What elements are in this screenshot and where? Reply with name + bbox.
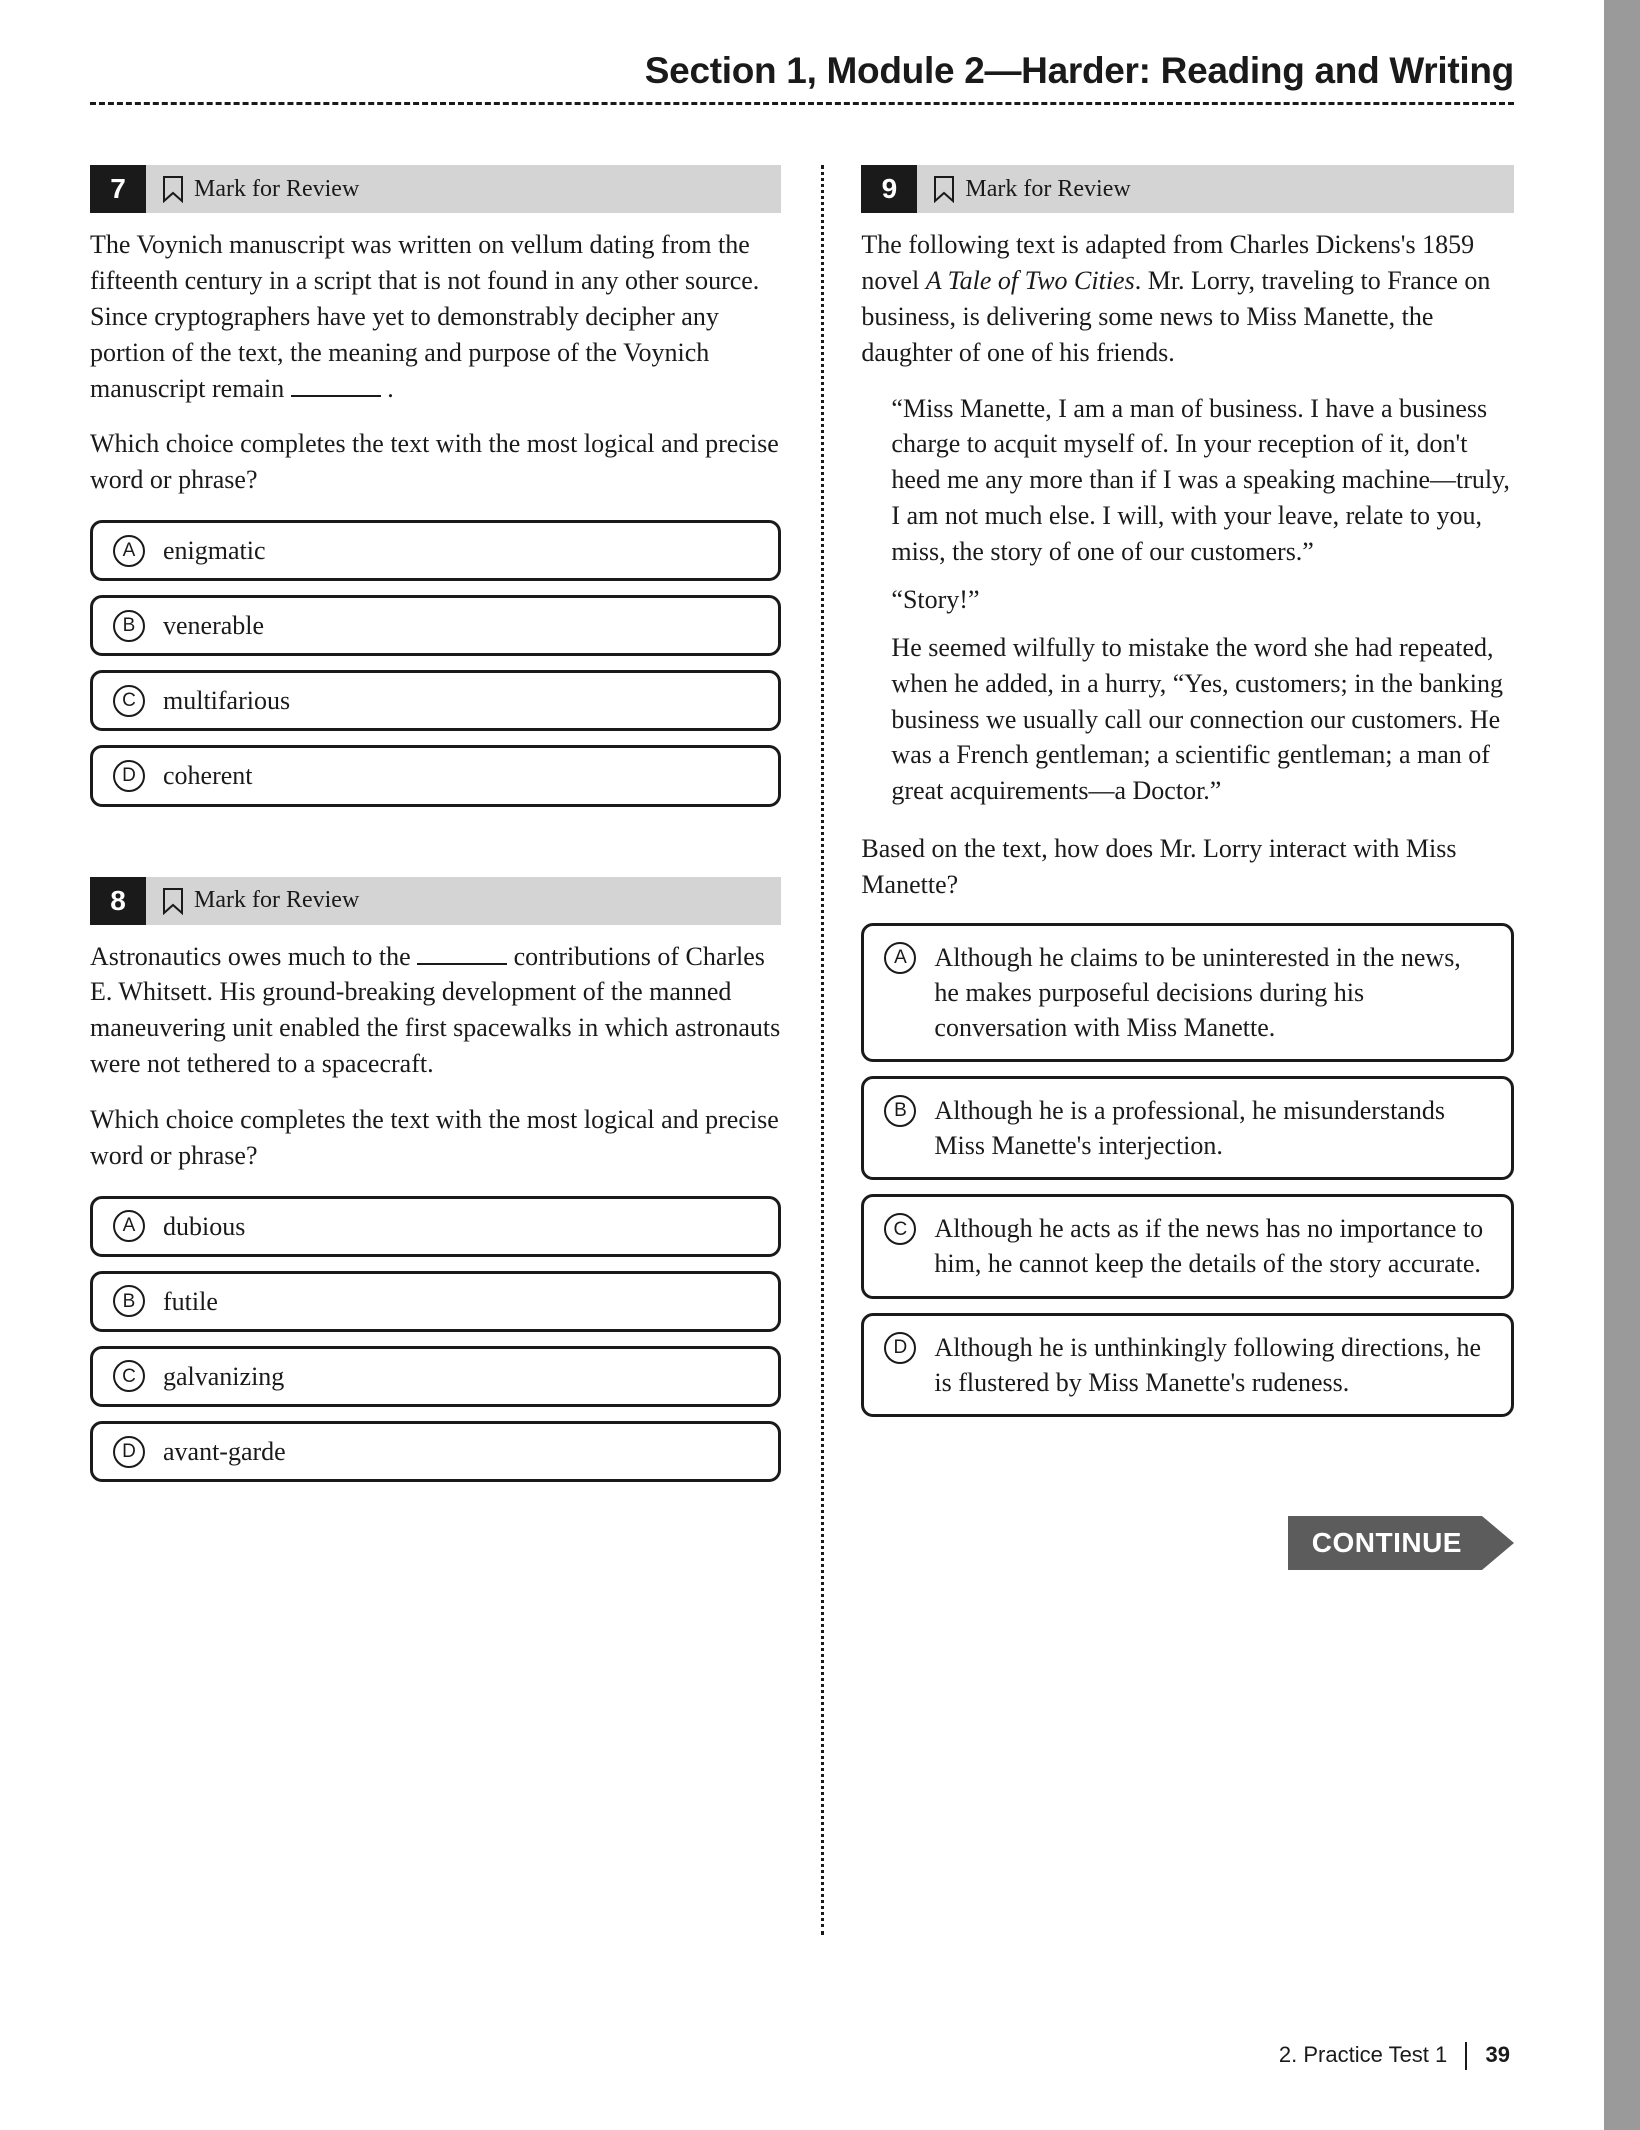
- page-title: Section 1, Module 2—Harder: Reading and …: [90, 50, 1514, 92]
- choice-letter: C: [884, 1213, 916, 1245]
- choice-text: venerable: [163, 608, 264, 643]
- scan-edge: [1604, 0, 1640, 2130]
- continue-button[interactable]: CONTINUE: [1288, 1516, 1514, 1570]
- page: Section 1, Module 2—Harder: Reading and …: [0, 0, 1640, 2130]
- choice-letter: A: [884, 942, 916, 974]
- question-number: 8: [90, 877, 146, 925]
- question-header-9: 9 Mark for Review: [861, 165, 1514, 213]
- answers-7: A enigmatic B venerable C multifarious D…: [90, 520, 781, 806]
- answer-9D[interactable]: D Although he is unthinkingly following …: [861, 1313, 1514, 1417]
- stem-text: Astronautics owes much to the contributi…: [90, 939, 781, 1083]
- answer-8C[interactable]: C galvanizing: [90, 1346, 781, 1407]
- answer-8D[interactable]: D avant-garde: [90, 1421, 781, 1482]
- continue-label: CONTINUE: [1288, 1516, 1482, 1570]
- page-footer: 2. Practice Test 1 39: [1279, 2042, 1510, 2070]
- question-stem-8: Astronautics owes much to the contributi…: [90, 939, 781, 1174]
- question-stem-9: The following text is adapted from Charl…: [861, 227, 1514, 809]
- bookmark-icon: [162, 887, 184, 915]
- answers-9: A Although he claims to be uninterested …: [861, 923, 1514, 1417]
- answer-9B[interactable]: B Although he is a professional, he misu…: [861, 1076, 1514, 1180]
- answer-7C[interactable]: C multifarious: [90, 670, 781, 731]
- choice-text: Although he is unthinkingly following di…: [934, 1330, 1491, 1400]
- choice-text: dubious: [163, 1209, 245, 1244]
- choice-text: galvanizing: [163, 1359, 284, 1394]
- answer-7D[interactable]: D coherent: [90, 745, 781, 806]
- question-header-8: 8 Mark for Review: [90, 877, 781, 925]
- choice-letter: C: [113, 685, 145, 717]
- choice-letter: D: [113, 1436, 145, 1468]
- choice-text: Although he claims to be uninterested in…: [934, 940, 1491, 1045]
- mark-for-review[interactable]: Mark for Review: [917, 165, 1146, 213]
- passage-para: “Miss Manette, I am a man of business. I…: [891, 391, 1514, 570]
- answer-8A[interactable]: A dubious: [90, 1196, 781, 1257]
- choice-letter: D: [884, 1332, 916, 1364]
- mark-label: Mark for Review: [194, 887, 359, 914]
- answer-9A[interactable]: A Although he claims to be uninterested …: [861, 923, 1514, 1062]
- choice-text: Although he is a professional, he misund…: [934, 1093, 1491, 1163]
- stem-text: The Voynich manuscript was written on ve…: [90, 227, 781, 406]
- choice-letter: B: [113, 1285, 145, 1317]
- right-column: 9 Mark for Review The following text is …: [821, 165, 1514, 1552]
- choice-letter: A: [113, 1210, 145, 1242]
- footer-section: 2. Practice Test 1: [1279, 2042, 1447, 2067]
- page-number: 39: [1486, 2042, 1510, 2067]
- choice-text: multifarious: [163, 683, 290, 718]
- mark-label: Mark for Review: [194, 176, 359, 203]
- question-stem-7: The Voynich manuscript was written on ve…: [90, 227, 781, 498]
- answer-9C[interactable]: C Although he acts as if the news has no…: [861, 1194, 1514, 1298]
- column-divider: [821, 165, 824, 1935]
- choice-letter: D: [113, 760, 145, 792]
- left-column: 7 Mark for Review The Voynich manuscript…: [90, 165, 781, 1552]
- page-content: Section 1, Module 2—Harder: Reading and …: [0, 0, 1604, 2130]
- answer-7B[interactable]: B venerable: [90, 595, 781, 656]
- bookmark-icon: [933, 175, 955, 203]
- choice-text: futile: [163, 1284, 218, 1319]
- question-header-7: 7 Mark for Review: [90, 165, 781, 213]
- mark-for-review[interactable]: Mark for Review: [146, 877, 375, 925]
- mark-for-review[interactable]: Mark for Review: [146, 165, 375, 213]
- columns: 7 Mark for Review The Voynich manuscript…: [90, 165, 1514, 1552]
- choice-letter: B: [113, 610, 145, 642]
- choice-text: enigmatic: [163, 533, 266, 568]
- passage-para: He seemed wilfully to mistake the word s…: [891, 630, 1514, 809]
- choice-text: avant-garde: [163, 1434, 286, 1469]
- choice-letter: A: [113, 535, 145, 567]
- question-prompt: Based on the text, how does Mr. Lorry in…: [861, 831, 1514, 903]
- dashed-rule: [90, 102, 1514, 105]
- question-number: 9: [861, 165, 917, 213]
- bookmark-icon: [162, 175, 184, 203]
- passage-para: “Story!”: [891, 582, 1514, 618]
- choice-text: coherent: [163, 758, 253, 793]
- answer-8B[interactable]: B futile: [90, 1271, 781, 1332]
- choice-letter: C: [113, 1360, 145, 1392]
- choice-text: Although he acts as if the news has no i…: [934, 1211, 1491, 1281]
- intro-text: The following text is adapted from Charl…: [861, 227, 1514, 371]
- mark-label: Mark for Review: [965, 176, 1130, 203]
- question-number: 7: [90, 165, 146, 213]
- chevron-right-icon: [1482, 1516, 1514, 1570]
- answer-7A[interactable]: A enigmatic: [90, 520, 781, 581]
- question-prompt: Which choice completes the text with the…: [90, 1102, 781, 1174]
- choice-letter: B: [884, 1095, 916, 1127]
- answers-8: A dubious B futile C galvanizing D avant…: [90, 1196, 781, 1482]
- footer-separator: [1465, 2042, 1467, 2070]
- question-prompt: Which choice completes the text with the…: [90, 426, 781, 498]
- passage: “Miss Manette, I am a man of business. I…: [861, 391, 1514, 810]
